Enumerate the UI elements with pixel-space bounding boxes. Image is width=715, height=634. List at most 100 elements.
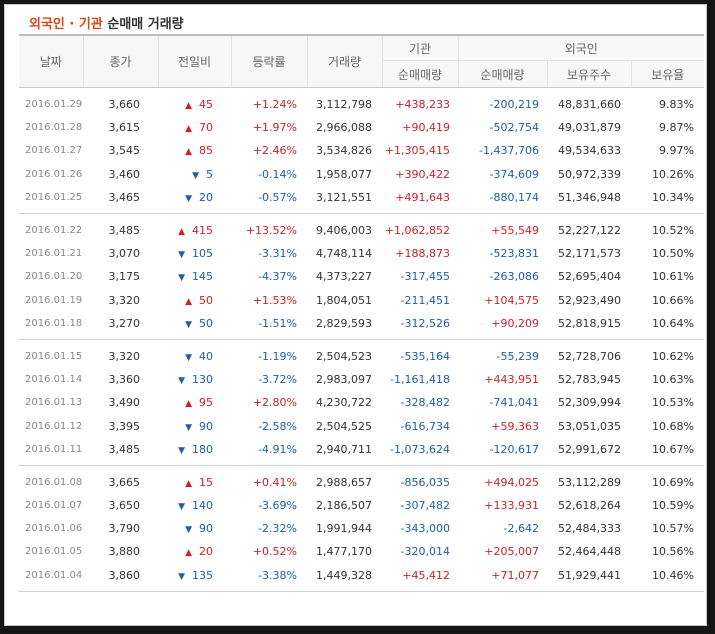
table-row: 2016.01.19 3,320 ▲ 50 +1.53% 1,804,051 -211,45… xyxy=(19,289,704,312)
holdings-cell: 52,227,122 xyxy=(558,224,621,238)
holdings-cell: 52,618,264 xyxy=(558,499,621,513)
header-foreign-group: 외국인 xyxy=(457,34,704,61)
rate-cell: -4.37% xyxy=(258,270,297,284)
rate-cell: +1.53% xyxy=(252,293,297,307)
header-date: 날짜 xyxy=(19,34,83,88)
institution-net-cell: +438,233 xyxy=(395,98,450,112)
change-cell: ▲ 50 xyxy=(158,289,231,312)
volume-cell: 9,406,003 xyxy=(316,224,372,238)
volume-cell: 2,829,593 xyxy=(307,311,382,340)
ratio-cell: 9.87% xyxy=(659,121,694,135)
holdings-cell: 49,534,633 xyxy=(558,144,621,158)
volume-cell: 1,991,944 xyxy=(316,522,372,536)
rate-cell: -1.51% xyxy=(231,311,307,340)
foreign-net-cell: -741,041 xyxy=(489,396,539,410)
close-cell: 3,460 xyxy=(108,167,141,181)
close-cell: 3,485 xyxy=(83,437,158,466)
foreign-net-cell: +443,951 xyxy=(484,373,539,387)
down-arrow-icon: ▼ xyxy=(178,273,185,284)
volume-cell: 2,186,507 xyxy=(316,499,372,513)
ratio-cell: 10.46% xyxy=(631,563,704,592)
trading-table: 날짜 종가 전일비 등락률 거래량 기관 외국인 순매매량 순매매량 보유주수 … xyxy=(19,34,704,592)
foreign-net-cell: +205,007 xyxy=(484,545,539,559)
ratio-cell: 10.61% xyxy=(652,270,694,284)
rate-cell: -3.72% xyxy=(258,373,297,387)
close-cell: 3,665 xyxy=(108,475,141,489)
date-cell: 2016.01.27 xyxy=(25,145,83,157)
up-arrow-icon: ▲ xyxy=(185,147,192,158)
institution-net-cell: -1,161,418 xyxy=(390,373,450,387)
table-row: 2016.01.20 3,175 ▼ 145 -4.37% 4,373,227 -317,4… xyxy=(19,265,704,288)
table-row: 2016.01.29 3,660 ▲ 45 +1.24% 3,112,798 +438,23… xyxy=(19,88,704,117)
change-value: 40 xyxy=(199,349,213,363)
foreign-net-cell: +59,363 xyxy=(491,419,539,433)
ratio-cell: 10.66% xyxy=(652,293,694,307)
title-institution: 기관 xyxy=(78,17,103,32)
rate-cell: -3.38% xyxy=(231,563,307,592)
close-cell: 3,395 xyxy=(108,419,141,433)
down-arrow-icon: ▼ xyxy=(178,376,185,387)
holdings-cell: 51,929,441 xyxy=(547,563,631,592)
change-cell: ▲ 15 xyxy=(158,465,231,494)
institution-net-cell: -211,451 xyxy=(400,293,450,307)
close-cell: 3,490 xyxy=(108,396,141,410)
rate-cell: -3.31% xyxy=(258,247,297,261)
change-value: 140 xyxy=(192,499,213,513)
holdings-cell: 48,831,660 xyxy=(558,98,621,112)
header-foreign-holdings: 보유주수 xyxy=(546,60,631,88)
down-arrow-icon: ▼ xyxy=(185,193,192,204)
institution-net-cell: +1,062,852 xyxy=(384,224,450,238)
holdings-cell: 53,051,035 xyxy=(558,419,621,433)
foreign-net-cell: -523,831 xyxy=(489,247,539,261)
table-row: 2016.01.11 3,485 ▼ 180 -4.91% 2,940,711 -1,073… xyxy=(19,437,704,466)
change-cell: ▲ 415 xyxy=(158,213,231,242)
table-row: 2016.01.05 3,880 ▲ 20 +0.52% 1,477,170 -320,01… xyxy=(19,540,704,563)
change-value: 85 xyxy=(199,144,213,158)
header-close: 종가 xyxy=(82,34,158,88)
foreign-net-cell: +133,931 xyxy=(484,499,539,513)
close-cell: 3,070 xyxy=(108,247,141,261)
ratio-cell: 10.53% xyxy=(652,396,694,410)
holdings-cell: 52,309,994 xyxy=(558,396,621,410)
close-cell: 3,465 xyxy=(83,185,158,214)
table-body: 2016.01.29 3,660 ▲ 45 +1.24% 3,112,798 +438,23… xyxy=(19,88,704,592)
rate-cell: +2.46% xyxy=(252,144,297,158)
foreign-net-cell: -263,086 xyxy=(489,270,539,284)
down-arrow-icon: ▼ xyxy=(178,445,185,456)
volume-cell: 2,983,097 xyxy=(316,373,372,387)
volume-cell: 2,988,657 xyxy=(316,475,372,489)
volume-cell: 4,230,722 xyxy=(316,396,372,410)
change-value: 130 xyxy=(192,373,213,387)
change-cell: ▼ 130 xyxy=(158,368,231,391)
header-volume: 거래량 xyxy=(306,34,382,88)
title-dot: · xyxy=(69,17,75,32)
ratio-cell: 10.50% xyxy=(652,247,694,261)
ratio-cell: 10.67% xyxy=(631,437,704,466)
change-value: 135 xyxy=(192,568,213,582)
panel-title: 외국인 · 기관 순매매 거래량 xyxy=(29,13,184,32)
change-value: 20 xyxy=(199,545,213,559)
close-cell: 3,270 xyxy=(83,311,158,340)
down-arrow-icon: ▼ xyxy=(192,170,199,181)
change-cell: ▼ 135 xyxy=(158,563,231,592)
ratio-cell: 10.34% xyxy=(631,185,704,214)
ratio-cell: 10.56% xyxy=(652,545,694,559)
rate-cell: -0.14% xyxy=(258,167,297,181)
down-arrow-icon: ▼ xyxy=(178,250,185,261)
table-row: 2016.01.13 3,490 ▲ 95 +2.80% 4,230,722 -328,48… xyxy=(19,391,704,414)
foreign-net-cell: +71,077 xyxy=(458,563,547,592)
holdings-cell: 52,484,333 xyxy=(558,522,621,536)
volume-cell: 2,504,525 xyxy=(316,419,372,433)
ratio-cell: 10.64% xyxy=(631,311,704,340)
holdings-cell: 50,972,339 xyxy=(558,167,621,181)
institution-net-cell: +390,422 xyxy=(395,167,450,181)
rate-cell: -0.57% xyxy=(231,185,307,214)
institution-net-cell: -320,014 xyxy=(400,545,450,559)
date-cell: 2016.01.26 xyxy=(25,168,83,180)
table-row: 2016.01.27 3,545 ▲ 85 +2.46% 3,534,826 +1,305,… xyxy=(19,139,704,162)
date-cell: 2016.01.15 xyxy=(25,350,83,362)
ratio-cell: 10.59% xyxy=(652,499,694,513)
date-cell: 2016.01.28 xyxy=(25,122,83,134)
institution-net-cell: +90,419 xyxy=(402,121,450,135)
change-cell: ▲ 70 xyxy=(158,116,231,139)
